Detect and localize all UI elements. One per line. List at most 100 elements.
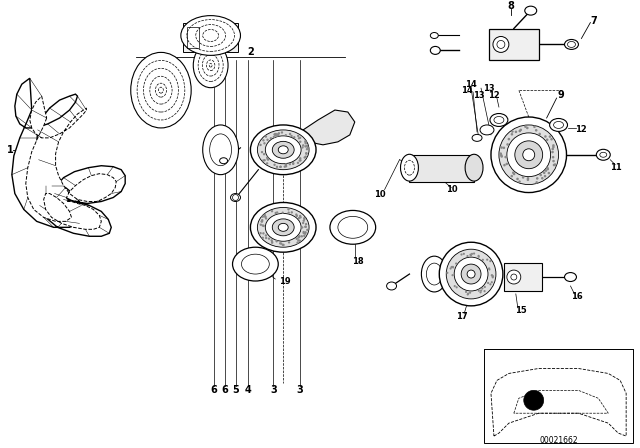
Circle shape — [264, 159, 266, 161]
Circle shape — [298, 237, 300, 239]
Circle shape — [264, 214, 266, 216]
Text: 18: 18 — [352, 257, 364, 266]
Circle shape — [298, 217, 300, 220]
Circle shape — [506, 143, 509, 146]
Circle shape — [285, 163, 287, 166]
Circle shape — [274, 133, 276, 136]
Circle shape — [540, 174, 542, 177]
Circle shape — [261, 219, 264, 221]
Circle shape — [306, 145, 308, 147]
Circle shape — [303, 232, 305, 234]
Ellipse shape — [181, 16, 241, 56]
Circle shape — [271, 241, 273, 244]
Circle shape — [291, 135, 292, 137]
Circle shape — [259, 232, 262, 234]
Bar — [484, 349, 633, 443]
Circle shape — [262, 224, 264, 227]
Circle shape — [467, 293, 469, 296]
Polygon shape — [12, 78, 125, 236]
Circle shape — [500, 154, 502, 157]
Circle shape — [299, 240, 301, 242]
Circle shape — [493, 36, 509, 52]
Ellipse shape — [421, 256, 447, 292]
Circle shape — [304, 140, 307, 142]
Circle shape — [263, 142, 266, 145]
Circle shape — [452, 266, 454, 268]
Text: 10: 10 — [446, 185, 458, 194]
Circle shape — [500, 146, 503, 149]
Circle shape — [491, 281, 493, 283]
Text: 13: 13 — [483, 84, 495, 93]
Circle shape — [550, 138, 553, 141]
Circle shape — [305, 155, 307, 158]
Circle shape — [299, 141, 301, 143]
Circle shape — [526, 127, 529, 129]
Circle shape — [305, 226, 307, 228]
Circle shape — [271, 239, 273, 241]
Circle shape — [266, 138, 269, 141]
Circle shape — [268, 237, 270, 240]
Circle shape — [455, 263, 457, 265]
Circle shape — [490, 283, 492, 285]
Circle shape — [473, 252, 475, 254]
Circle shape — [287, 211, 290, 214]
Circle shape — [277, 134, 280, 136]
Circle shape — [546, 167, 548, 169]
Circle shape — [446, 249, 496, 299]
Circle shape — [489, 260, 492, 262]
Circle shape — [271, 210, 273, 212]
Circle shape — [297, 135, 300, 137]
Circle shape — [305, 152, 307, 155]
Circle shape — [516, 178, 519, 180]
Circle shape — [265, 135, 267, 138]
Circle shape — [548, 172, 550, 174]
Circle shape — [552, 148, 554, 150]
Circle shape — [500, 155, 503, 158]
Circle shape — [471, 253, 473, 255]
Ellipse shape — [550, 118, 568, 131]
Circle shape — [507, 133, 550, 177]
Circle shape — [287, 208, 290, 211]
Bar — [183, 22, 239, 52]
Circle shape — [266, 162, 268, 164]
Polygon shape — [303, 110, 355, 145]
Circle shape — [300, 216, 302, 219]
Circle shape — [451, 266, 452, 268]
Circle shape — [304, 233, 307, 235]
Circle shape — [307, 146, 309, 149]
Ellipse shape — [564, 272, 577, 281]
Text: 14: 14 — [461, 86, 473, 95]
Circle shape — [289, 133, 291, 135]
Ellipse shape — [490, 113, 508, 126]
Circle shape — [507, 270, 521, 284]
Circle shape — [524, 390, 543, 410]
Text: 16: 16 — [571, 293, 582, 302]
Circle shape — [552, 144, 555, 146]
Circle shape — [264, 215, 267, 218]
Circle shape — [304, 226, 307, 228]
Circle shape — [299, 137, 301, 139]
Circle shape — [513, 172, 515, 175]
Circle shape — [262, 139, 264, 142]
Circle shape — [456, 286, 458, 289]
Circle shape — [303, 231, 305, 233]
Circle shape — [527, 177, 529, 180]
Text: 12: 12 — [575, 125, 586, 134]
Ellipse shape — [426, 263, 442, 285]
Circle shape — [491, 117, 566, 193]
Circle shape — [292, 163, 294, 165]
Circle shape — [282, 244, 284, 246]
Circle shape — [477, 255, 479, 257]
Ellipse shape — [472, 134, 482, 142]
Circle shape — [538, 133, 541, 135]
Circle shape — [296, 215, 298, 217]
Circle shape — [265, 237, 268, 239]
Circle shape — [452, 267, 454, 268]
Circle shape — [541, 177, 543, 180]
Circle shape — [260, 220, 263, 223]
Circle shape — [515, 141, 543, 169]
Ellipse shape — [230, 194, 241, 202]
Circle shape — [261, 220, 263, 223]
Ellipse shape — [220, 158, 228, 164]
Text: 3: 3 — [270, 385, 276, 395]
